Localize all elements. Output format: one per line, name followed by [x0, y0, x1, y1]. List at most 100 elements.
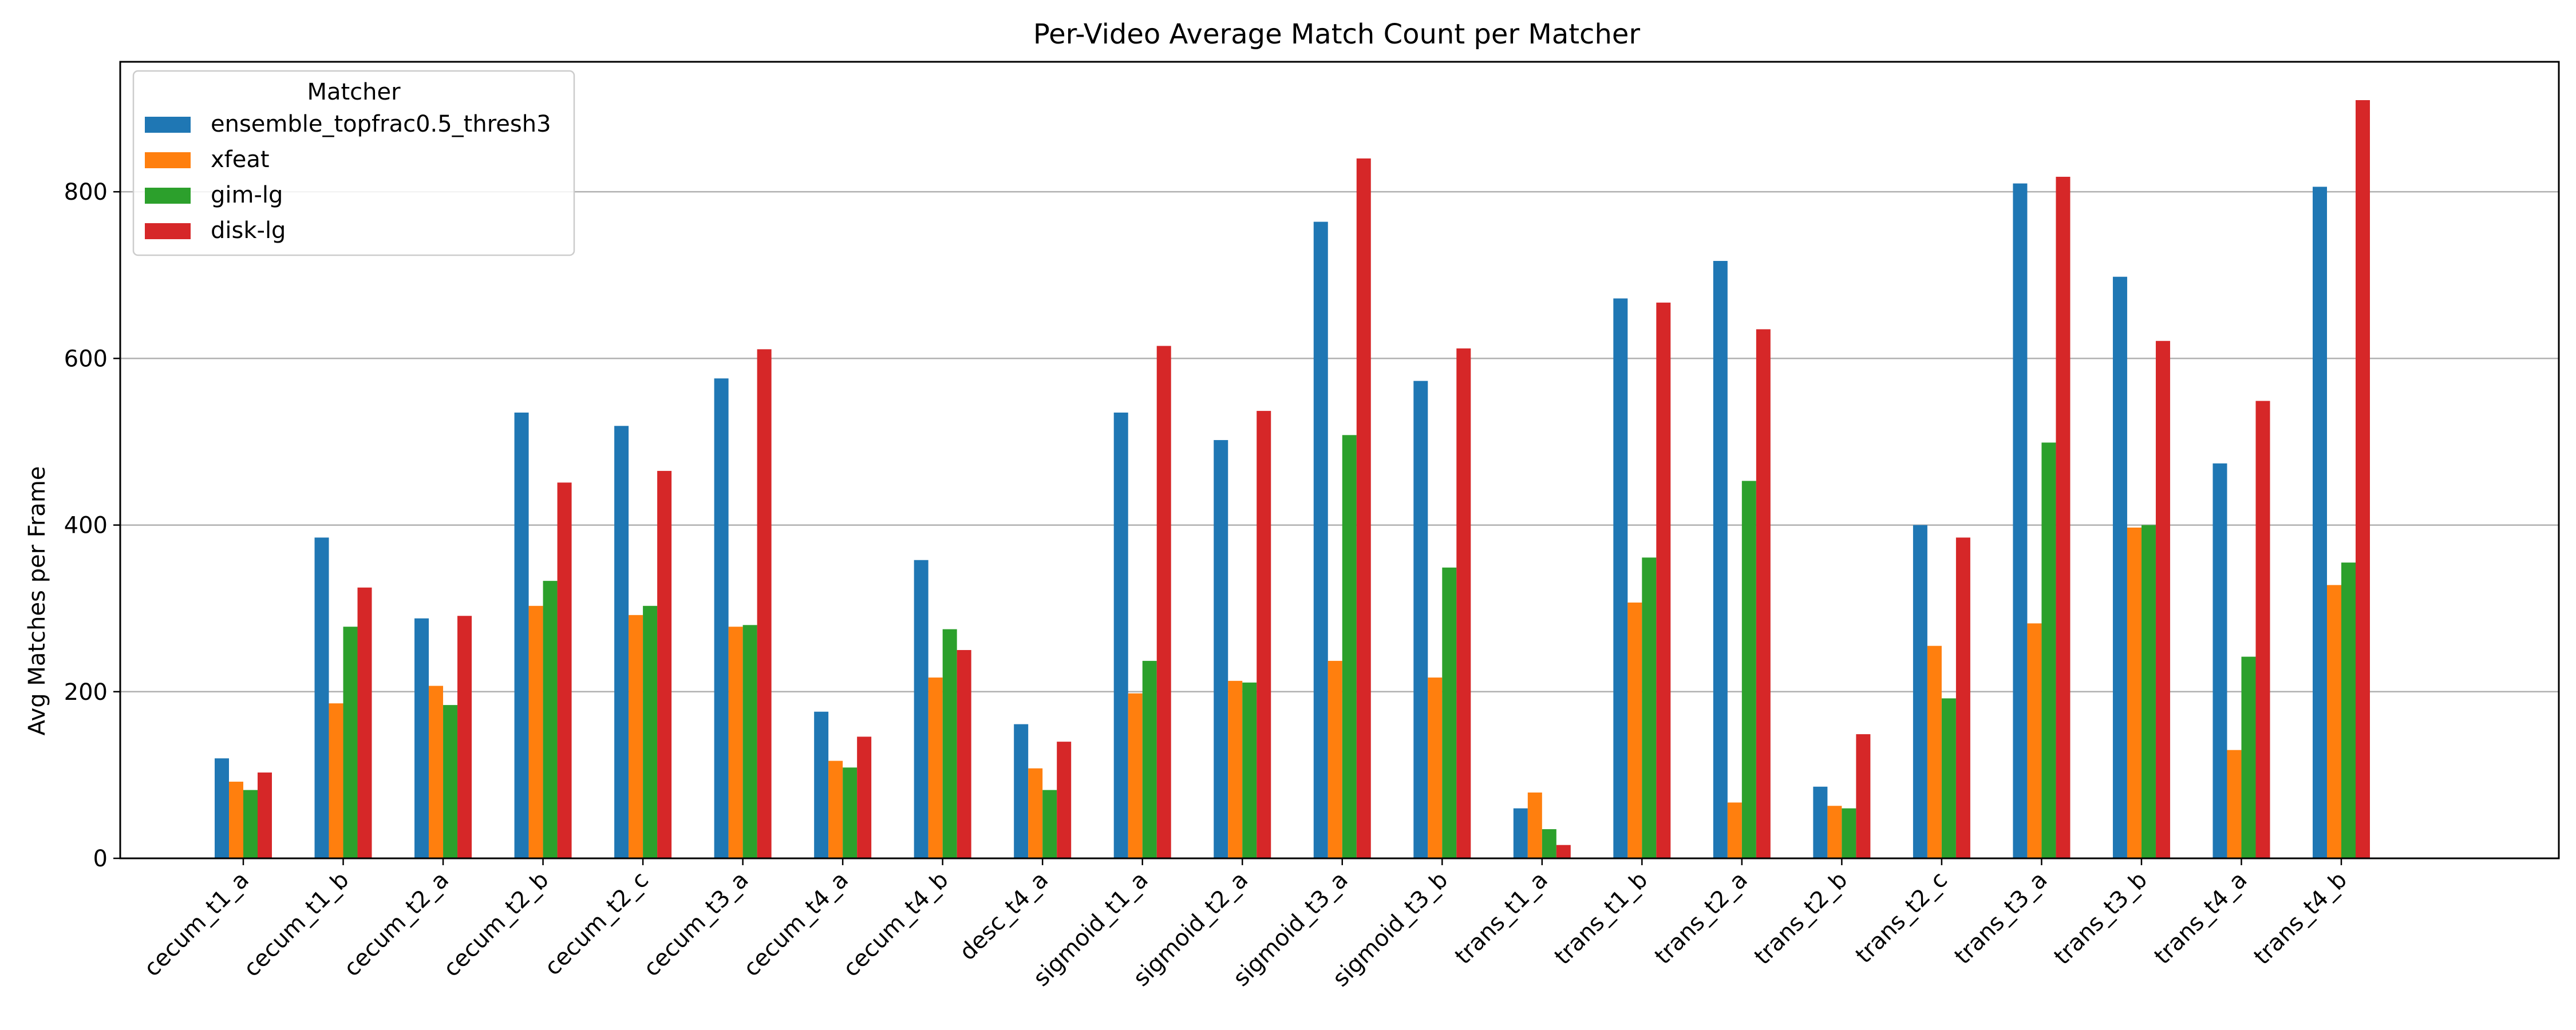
bar	[2056, 176, 2071, 858]
bar	[1428, 678, 1443, 858]
bar	[1856, 734, 1871, 858]
bar	[843, 767, 858, 858]
bar	[1242, 682, 1257, 858]
bar	[2356, 100, 2370, 858]
y-tick-label: 400	[64, 513, 108, 539]
bar	[1827, 806, 1842, 858]
bar	[957, 649, 971, 858]
bar	[514, 413, 529, 858]
bar	[1913, 525, 1927, 858]
bar	[2327, 585, 2341, 858]
bar	[1156, 346, 1171, 858]
bar	[1627, 602, 1642, 858]
y-tick-label: 0	[93, 846, 108, 872]
bar	[1556, 845, 1571, 858]
bar	[1642, 557, 1657, 858]
bar	[1057, 742, 1072, 858]
bar	[914, 560, 929, 858]
bar	[1028, 768, 1043, 858]
bar	[329, 703, 343, 858]
y-axis: 0 200 400 600 800	[64, 179, 120, 872]
bar	[1257, 411, 1271, 858]
y-axis-label: Avg Matches per Frame	[24, 466, 50, 736]
legend-swatch	[145, 117, 191, 133]
bar	[2241, 656, 2256, 858]
bar	[258, 772, 272, 858]
bar	[1042, 790, 1057, 858]
bar	[1756, 329, 1771, 858]
bar	[2313, 187, 2327, 858]
bar	[643, 605, 658, 858]
bar	[2255, 401, 2270, 858]
bar	[2341, 562, 2356, 858]
legend-label: xfeat	[211, 146, 270, 173]
bar	[1128, 693, 1143, 858]
chart-title: Per-Video Average Match Count per Matche…	[1033, 18, 1641, 50]
bar	[2041, 442, 2056, 858]
bar	[942, 629, 957, 858]
bar	[1442, 567, 1457, 858]
y-tick-label: 600	[64, 346, 108, 372]
legend-box	[132, 70, 575, 256]
bar	[357, 587, 372, 858]
bar	[657, 470, 672, 858]
y-tick-label: 200	[64, 679, 108, 706]
legend-label: disk-lg	[211, 217, 286, 244]
bar	[2212, 463, 2227, 858]
bar	[528, 605, 543, 858]
bar	[1741, 481, 1756, 858]
bars	[215, 100, 2370, 859]
bar	[828, 760, 843, 858]
bar	[928, 678, 943, 858]
bar	[1214, 440, 1228, 858]
bar	[1014, 724, 1029, 858]
bar	[343, 627, 358, 858]
bar	[1613, 298, 1628, 858]
bar	[314, 537, 329, 858]
bar	[1413, 381, 1428, 858]
bar	[243, 790, 258, 858]
bar	[443, 705, 458, 858]
bar	[1656, 302, 1671, 858]
bar	[1456, 348, 1471, 858]
bar	[543, 581, 558, 858]
bar	[2112, 276, 2127, 858]
bar	[1142, 660, 1157, 858]
legend-title: Matcher	[307, 79, 401, 105]
bar	[1313, 221, 1328, 859]
bar	[1542, 829, 1556, 858]
bar	[1356, 158, 1371, 858]
bar	[2155, 340, 2170, 858]
bar	[414, 618, 429, 858]
bar	[728, 627, 743, 858]
bar	[2127, 527, 2142, 858]
bar	[742, 625, 757, 858]
bar	[1955, 537, 1970, 858]
legend-swatch	[145, 223, 191, 239]
bar	[229, 782, 243, 858]
plot-frame	[119, 61, 2560, 859]
bar	[2027, 623, 2042, 858]
bar	[757, 349, 772, 858]
bar	[457, 616, 472, 858]
legend-label: ensemble_topfrac0.5_thresh3	[211, 111, 551, 137]
bar	[1842, 808, 1856, 858]
bar	[1941, 698, 1956, 858]
bar	[2141, 525, 2156, 858]
bar	[714, 378, 729, 858]
y-tick-label: 800	[64, 179, 108, 205]
bar	[614, 426, 629, 858]
legend-swatch	[145, 152, 191, 168]
legend-label: gim-lg	[211, 182, 283, 208]
bar	[1113, 413, 1128, 858]
bar	[1527, 792, 1542, 858]
bar	[429, 686, 444, 858]
bar	[215, 758, 229, 858]
bar	[1727, 802, 1742, 858]
bar	[1713, 261, 1728, 858]
bar	[1327, 660, 1342, 858]
bar	[2227, 750, 2242, 858]
bar	[1927, 645, 1942, 858]
